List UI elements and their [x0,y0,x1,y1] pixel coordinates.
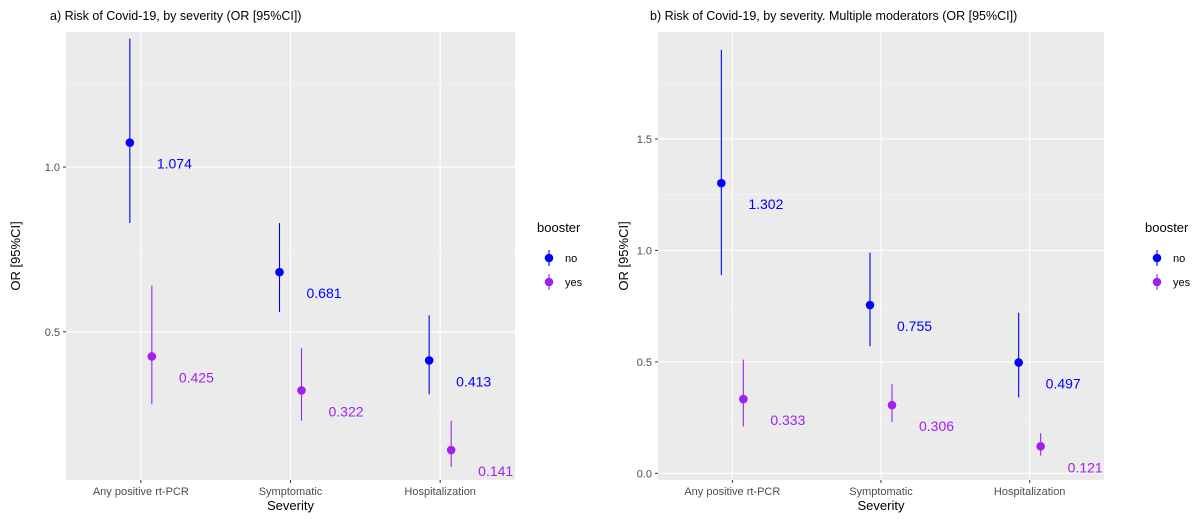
data-label: 0.121 [1068,459,1103,475]
data-label: 0.333 [770,412,805,428]
legend-label: yes [565,277,583,289]
legend: booster no yes [537,220,583,290]
data-label: 0.322 [329,403,364,419]
x-tick-label: Symptomatic [259,486,323,498]
data-point [297,386,306,395]
legend-key-point [544,253,554,263]
x-tick-label: Symptomatic [849,486,913,498]
data-point [125,138,135,147]
x-tick-label: Any positive rt-PCR [684,486,780,498]
legend-title: booster [537,220,581,235]
data-point [887,400,897,410]
y-tick-label: 1.5 [637,134,652,146]
legend-label: yes [1173,277,1191,289]
legend-key-point [544,277,554,287]
y-tick-label: 1.0 [637,245,652,257]
chart-title: b) Risk of Covid-19, by severity. Multip… [650,9,1017,23]
data-point [717,178,726,188]
y-axis-title: OR [95%CI] [616,221,631,290]
data-point [275,267,284,277]
chart-panel-a: 0.5 1.0 Any positive rt-PCR Symptomatic Hosp… [8,9,583,513]
data-point [865,300,875,310]
data-label: 0.413 [456,373,491,389]
legend-label: no [1173,253,1185,265]
data-label: 0.425 [179,369,214,385]
legend-key-point [1152,253,1162,263]
x-axis-title: Severity [858,498,905,513]
data-point [1014,358,1023,367]
data-label: 0.306 [919,418,954,434]
data-label: 0.141 [478,463,513,479]
legend-key-point [1152,277,1162,287]
legend-title: booster [1145,220,1189,235]
y-tick-label: 0.0 [637,468,652,480]
y-tick-label: 0.5 [637,357,652,369]
data-label: 0.755 [897,318,932,334]
x-axis-title: Severity [267,498,314,513]
legend: booster no yes [1145,220,1191,290]
x-tick-label: Hospitalization [994,486,1066,498]
data-label: 1.302 [748,196,783,212]
chart-title: a) Risk of Covid-19, by severity (OR [95… [50,9,301,23]
x-tick-label: Hospitalization [404,486,476,498]
legend-label: no [565,253,577,265]
y-tick-label: 1.0 [45,162,60,174]
chart-panel-b: 0.0 0.5 1.0 1.5 Any positive rt-PCR Symptomat… [616,9,1191,513]
data-label: 0.681 [307,285,342,301]
data-point [446,445,456,455]
y-tick-label: 0.5 [45,327,60,339]
data-point [1036,442,1045,451]
x-tick-label: Any positive rt-PCR [93,486,189,498]
data-label: 1.074 [157,156,192,172]
y-axis-title: OR [95%CI] [8,221,23,290]
data-point [424,356,434,365]
data-point [739,394,748,404]
data-point [147,352,157,361]
data-label: 0.497 [1046,376,1081,392]
